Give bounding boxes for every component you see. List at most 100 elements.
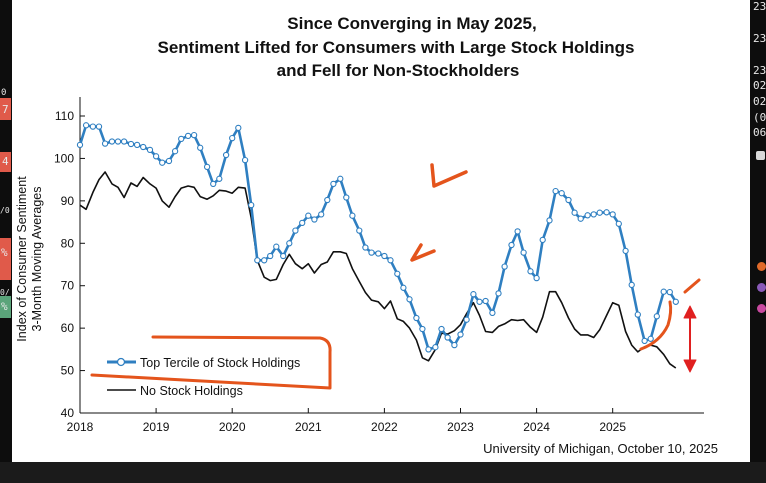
data-point-top-tercile-of-stock-holdings bbox=[552, 187, 559, 195]
data-point-top-tercile-of-stock-holdings bbox=[159, 159, 166, 166]
annotation-tick bbox=[683, 278, 701, 294]
x-tick-label: 2019 bbox=[143, 420, 170, 434]
x-ticks: 2018 2019 2020 2021 2022 2023 2024 2025 bbox=[67, 408, 626, 434]
data-point-top-tercile-of-stock-holdings bbox=[222, 151, 230, 159]
right-fragment-7: 06 bbox=[753, 126, 766, 139]
data-point-top-tercile-of-stock-holdings bbox=[438, 325, 445, 333]
data-point-top-tercile-of-stock-holdings bbox=[362, 244, 369, 251]
data-point-top-tercile-of-stock-holdings bbox=[368, 249, 375, 256]
data-point-top-tercile-of-stock-holdings bbox=[571, 209, 578, 216]
data-point-top-tercile-of-stock-holdings bbox=[330, 180, 337, 188]
data-point-top-tercile-of-stock-holdings bbox=[299, 219, 306, 227]
data-point-top-tercile-of-stock-holdings bbox=[653, 313, 660, 320]
data-point-top-tercile-of-stock-holdings bbox=[482, 297, 489, 305]
annotation-curve bbox=[639, 300, 673, 351]
left-badge-1 bbox=[0, 98, 11, 120]
data-point-top-tercile-of-stock-holdings bbox=[546, 217, 553, 224]
data-point-top-tercile-of-stock-holdings bbox=[470, 291, 477, 298]
y-tick-label: 40 bbox=[61, 406, 75, 420]
right-fragment-4: 02 bbox=[753, 79, 766, 92]
data-point-top-tercile-of-stock-holdings bbox=[95, 123, 103, 130]
left-badge-4 bbox=[0, 296, 11, 318]
data-point-top-tercile-of-stock-holdings bbox=[514, 228, 521, 235]
left-fragment-3: 4 bbox=[2, 155, 9, 168]
legend: Top Tercile of Stock Holdings No Stock H… bbox=[107, 356, 300, 398]
x-tick-label: 2018 bbox=[67, 420, 94, 434]
data-point-top-tercile-of-stock-holdings bbox=[318, 211, 325, 218]
data-point-top-tercile-of-stock-holdings bbox=[622, 247, 629, 255]
data-point-top-tercile-of-stock-holdings bbox=[628, 281, 635, 289]
data-point-top-tercile-of-stock-holdings bbox=[292, 227, 299, 234]
y-tick-label: 70 bbox=[61, 279, 75, 293]
series-lines bbox=[76, 122, 679, 369]
x-tick-label: 2023 bbox=[447, 420, 474, 434]
data-point-top-tercile-of-stock-holdings bbox=[444, 334, 451, 341]
data-point-top-tercile-of-stock-holdings bbox=[501, 263, 508, 270]
x-tick-label: 2022 bbox=[371, 420, 398, 434]
data-point-top-tercile-of-stock-holdings bbox=[489, 309, 496, 317]
data-point-top-tercile-of-stock-holdings bbox=[286, 240, 293, 247]
data-point-top-tercile-of-stock-holdings bbox=[641, 337, 648, 345]
data-point-top-tercile-of-stock-holdings bbox=[241, 156, 249, 164]
data-point-top-tercile-of-stock-holdings bbox=[178, 135, 185, 143]
y-axis-label-line-1: Index of Consumer Sentiment bbox=[15, 176, 29, 342]
data-point-top-tercile-of-stock-holdings bbox=[615, 220, 622, 227]
right-fragment-6: (0 bbox=[753, 111, 766, 124]
series-line-no-stock-holdings bbox=[79, 171, 677, 369]
data-point-top-tercile-of-stock-holdings bbox=[76, 141, 84, 149]
chart-card bbox=[12, 0, 750, 462]
data-point-top-tercile-of-stock-holdings bbox=[89, 123, 97, 130]
data-point-top-tercile-of-stock-holdings bbox=[165, 157, 173, 165]
data-point-top-tercile-of-stock-holdings bbox=[508, 241, 515, 249]
right-dot-icon-4 bbox=[757, 304, 766, 313]
data-point-top-tercile-of-stock-holdings bbox=[140, 143, 147, 151]
data-point-top-tercile-of-stock-holdings bbox=[120, 138, 128, 145]
data-point-top-tercile-of-stock-holdings bbox=[210, 180, 217, 188]
data-point-top-tercile-of-stock-holdings bbox=[82, 122, 90, 129]
left-badge-3 bbox=[0, 238, 11, 280]
data-point-top-tercile-of-stock-holdings bbox=[133, 141, 141, 149]
data-point-top-tercile-of-stock-holdings bbox=[565, 196, 572, 204]
data-point-top-tercile-of-stock-holdings bbox=[216, 175, 223, 182]
data-point-top-tercile-of-stock-holdings bbox=[634, 311, 641, 318]
y-ticks: 40 50 60 70 80 90 100 110 bbox=[54, 109, 85, 420]
left-fragment-7: % bbox=[1, 300, 8, 313]
left-fragment-6: 0/ bbox=[0, 288, 10, 297]
chart-title-line-1: Since Converging in May 2025, bbox=[287, 14, 536, 33]
data-point-top-tercile-of-stock-holdings bbox=[280, 252, 287, 260]
data-point-top-tercile-of-stock-holdings bbox=[343, 194, 350, 201]
left-badge-2 bbox=[0, 152, 11, 172]
data-point-top-tercile-of-stock-holdings bbox=[101, 140, 109, 147]
left-fragment-2: 7 bbox=[2, 103, 9, 116]
data-point-top-tercile-of-stock-holdings bbox=[311, 216, 318, 223]
annotations bbox=[90, 163, 701, 390]
data-point-top-tercile-of-stock-holdings bbox=[305, 212, 312, 219]
data-point-top-tercile-of-stock-holdings bbox=[108, 138, 116, 145]
legend-marker-top-tercile bbox=[116, 357, 126, 367]
annotation-check-mark-2 bbox=[410, 243, 436, 262]
data-point-top-tercile-of-stock-holdings bbox=[229, 134, 236, 142]
data-point-top-tercile-of-stock-holdings bbox=[337, 175, 344, 182]
data-point-top-tercile-of-stock-holdings bbox=[261, 257, 268, 264]
annotation-arrow-head-down bbox=[683, 359, 697, 373]
legend-label-top-tercile: Top Tercile of Stock Holdings bbox=[140, 356, 300, 370]
data-point-top-tercile-of-stock-holdings bbox=[400, 284, 407, 291]
data-point-top-tercile-of-stock-holdings bbox=[660, 288, 667, 295]
data-point-top-tercile-of-stock-holdings bbox=[603, 209, 610, 216]
data-point-top-tercile-of-stock-holdings bbox=[584, 212, 591, 219]
y-axis-label-line-2: 3-Month Moving Averages bbox=[30, 187, 44, 332]
right-dot-icon-2 bbox=[757, 262, 766, 271]
x-tick-label: 2025 bbox=[599, 420, 626, 434]
y-tick-label: 110 bbox=[55, 109, 74, 123]
data-point-top-tercile-of-stock-holdings bbox=[184, 132, 192, 140]
data-point-top-tercile-of-stock-holdings bbox=[533, 274, 540, 282]
chart-title-line-3: and Fell for Non-Stockholders bbox=[277, 61, 520, 80]
data-point-top-tercile-of-stock-holdings bbox=[324, 196, 331, 204]
data-point-top-tercile-of-stock-holdings bbox=[539, 236, 546, 244]
data-point-top-tercile-of-stock-holdings bbox=[413, 314, 420, 322]
y-tick-label: 60 bbox=[61, 321, 75, 335]
right-fragment-5: 02 bbox=[753, 95, 766, 108]
right-dot-icon-3 bbox=[757, 283, 766, 292]
y-tick-label: 50 bbox=[61, 364, 75, 378]
